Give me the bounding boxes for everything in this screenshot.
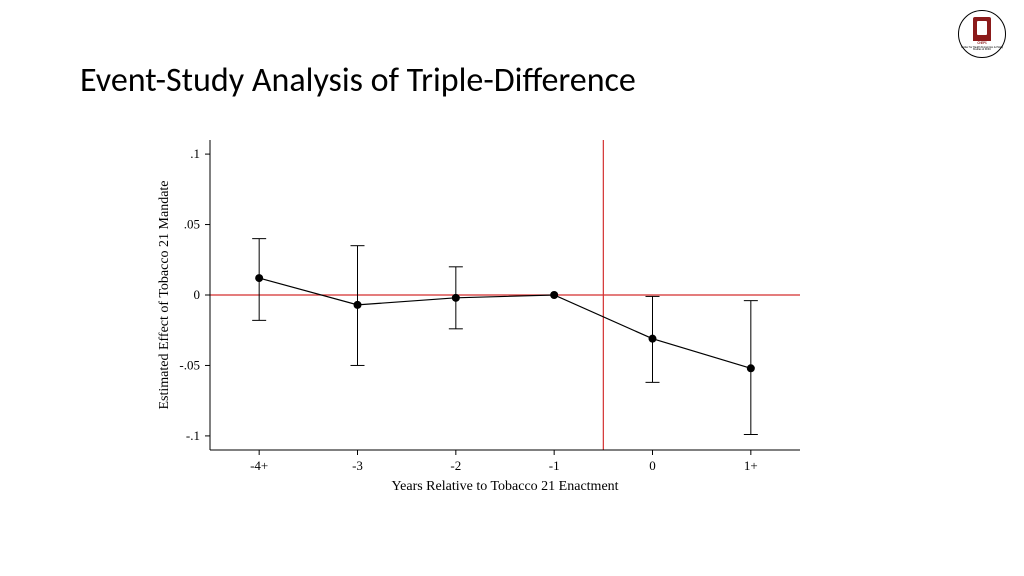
y-tick-label: 0 <box>194 287 201 302</box>
x-tick-label: -3 <box>352 458 363 473</box>
y-tick-label: -.05 <box>179 357 200 372</box>
x-tick-label: 1+ <box>744 458 758 473</box>
event-study-chart: -4+ -3 -2 -1 0 1+ -.1 -.05 0 .05 .1 Years Relativ… <box>140 130 810 510</box>
page-title: Event-Study Analysis of Triple-Differenc… <box>80 60 636 101</box>
x-tick-label: 0 <box>649 458 656 473</box>
y-axis-label: Estimated Effect of Tobacco 21 Mandate <box>157 180 172 409</box>
y-tick-label: -.1 <box>186 428 200 443</box>
data-point <box>550 291 558 299</box>
cheps-logo: CHEPS Center for Health Economics & Poli… <box>958 10 1006 58</box>
data-point <box>452 294 460 302</box>
chart-svg: -4+ -3 -2 -1 0 1+ -.1 -.05 0 .05 .1 Years Relativ… <box>140 130 810 510</box>
x-tick-label: -2 <box>450 458 461 473</box>
x-tick-label: -1 <box>549 458 560 473</box>
data-point <box>255 274 263 282</box>
x-axis-label: Years Relative to Tobacco 21 Enactment <box>391 479 618 494</box>
y-tick-label: .1 <box>190 146 200 161</box>
logo-icon <box>973 17 991 41</box>
x-tick-label: -4+ <box>250 458 268 473</box>
data-point <box>354 301 362 309</box>
data-point <box>649 335 657 343</box>
data-point <box>747 364 755 372</box>
logo-subtitle: Center for Health Economics & Policy Stu… <box>959 46 1005 52</box>
y-tick-label: .05 <box>184 217 200 232</box>
